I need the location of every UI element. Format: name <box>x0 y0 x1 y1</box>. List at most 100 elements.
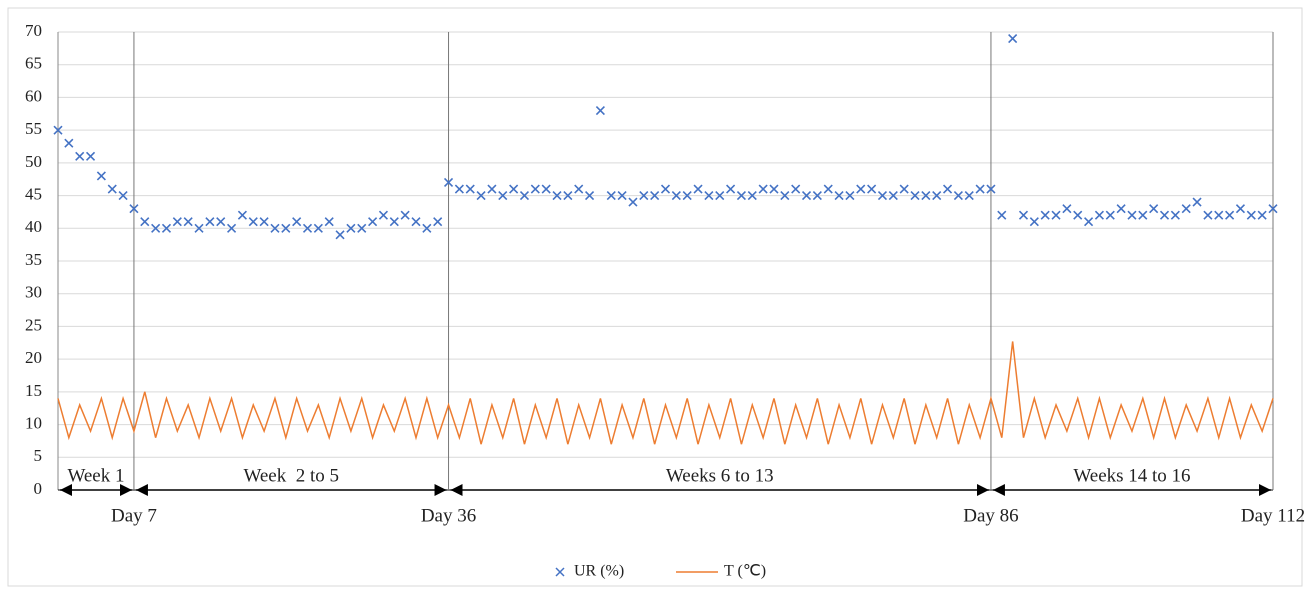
ur-point <box>183 217 193 227</box>
ur-point <box>856 184 866 194</box>
ur-point <box>292 217 302 227</box>
ur-point <box>270 223 280 233</box>
ur-point <box>107 184 117 194</box>
y-tick-label: 10 <box>25 413 42 432</box>
ur-point <box>975 184 985 194</box>
ur-point <box>1040 210 1050 220</box>
ur-point <box>443 177 454 188</box>
ur-point <box>650 191 660 201</box>
ur-point <box>227 223 237 233</box>
ur-point <box>574 184 584 194</box>
ur-point <box>151 223 161 233</box>
ur-point <box>715 191 725 201</box>
ur-point <box>921 191 931 201</box>
ur-point <box>411 217 421 227</box>
ur-point <box>780 191 790 201</box>
ur-point <box>736 191 747 201</box>
y-tick-label: 5 <box>34 446 43 465</box>
ur-point <box>1225 210 1235 220</box>
ur-point <box>617 191 627 201</box>
ur-point <box>1149 204 1159 214</box>
ur-point <box>498 191 508 201</box>
ur-point <box>682 191 692 201</box>
y-tick-label: 30 <box>25 283 42 302</box>
ur-point <box>953 191 963 201</box>
y-tick-label: 35 <box>25 250 42 269</box>
x-tick-label: Day 36 <box>421 505 476 526</box>
ur-point <box>1268 204 1278 214</box>
ur-point <box>747 191 757 201</box>
ur-point <box>302 223 313 233</box>
y-tick-label: 15 <box>25 381 42 400</box>
ur-point <box>877 191 888 201</box>
ur-point <box>986 184 996 194</box>
ur-point <box>487 184 497 194</box>
ur-point <box>1094 210 1104 220</box>
ur-point <box>400 210 410 220</box>
legend-marker <box>555 567 565 577</box>
ur-point <box>1192 197 1202 207</box>
ur-point <box>476 191 486 201</box>
ur-point <box>693 184 703 194</box>
ur-point <box>932 191 942 201</box>
ur-point <box>313 223 323 233</box>
y-tick-label: 40 <box>25 217 42 236</box>
ur-point <box>563 191 573 201</box>
ur-point <box>1062 204 1072 214</box>
ur-point <box>194 223 204 233</box>
period-label: Week 1 <box>67 465 124 486</box>
legend-item: UR (%) <box>555 563 624 580</box>
ur-point <box>519 191 530 201</box>
ur-point <box>216 217 226 227</box>
ur-point <box>845 191 855 201</box>
ur-point <box>628 197 638 207</box>
ur-point <box>769 184 779 194</box>
y-tick-label: 20 <box>25 348 42 367</box>
ur-point <box>606 191 616 201</box>
ur-point <box>465 184 475 194</box>
ur-point <box>1246 210 1256 220</box>
ur-point <box>454 184 464 194</box>
ur-point <box>85 151 96 161</box>
ur-point <box>1073 210 1083 220</box>
ur-point <box>552 191 562 201</box>
ur-point <box>1008 33 1018 44</box>
y-tick-label: 25 <box>25 315 42 334</box>
ur-point <box>1170 210 1180 220</box>
ur-point <box>530 184 540 194</box>
y-tick-label: 70 <box>25 21 42 40</box>
ur-point <box>801 191 812 201</box>
ur-point <box>357 223 367 233</box>
ur-point <box>346 223 356 233</box>
ur-point <box>1127 210 1137 220</box>
period-label: Weeks 14 to 16 <box>1073 465 1190 486</box>
ur-point <box>205 217 215 227</box>
ur-point <box>129 204 139 214</box>
y-tick-label: 0 <box>34 479 43 498</box>
ur-point <box>1257 210 1267 220</box>
y-tick-label: 55 <box>25 119 42 138</box>
ur-point <box>118 191 128 201</box>
ur-point <box>704 191 714 201</box>
ur-point <box>140 217 150 227</box>
ur-point <box>259 217 269 227</box>
y-tick-label: 65 <box>25 54 42 73</box>
ur-point <box>997 210 1007 220</box>
ur-point <box>509 184 519 194</box>
ur-point <box>639 191 649 201</box>
ur-point <box>1051 210 1061 220</box>
ur-point <box>867 184 877 194</box>
ur-point <box>96 171 106 181</box>
ur-point <box>53 125 63 135</box>
ur-point <box>823 184 833 194</box>
ur-point <box>758 184 768 194</box>
ur-point <box>595 105 605 116</box>
ur-point <box>791 184 801 194</box>
ur-point <box>237 210 247 220</box>
ur-point <box>1235 204 1246 214</box>
ur-point <box>812 191 822 201</box>
ur-point <box>1084 217 1094 227</box>
t-line <box>57 341 1274 445</box>
